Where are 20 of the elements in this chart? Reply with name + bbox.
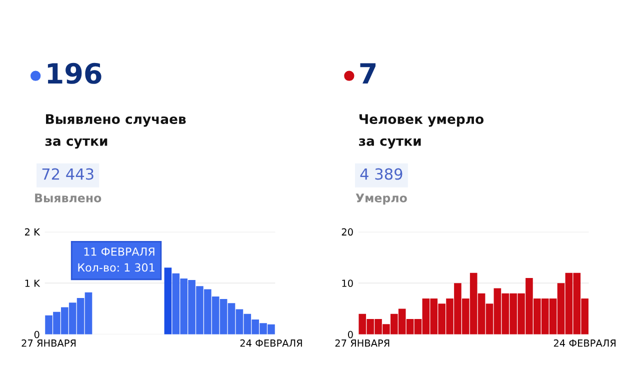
text: 72 443 [42,168,94,180]
bar [164,268,172,334]
chart-title: 7 [360,63,376,84]
y-tick-label: 1 K [25,280,40,287]
annotation: 11 ФЕВРАЛЯ Кол-во: 1 301 [78,248,154,272]
x-tick-label: 27 ЯНВАРЯ [22,339,76,347]
y-tick-label: 20 [342,228,353,236]
text: Умерло [356,194,407,205]
y-tick-label: 10 [342,280,353,287]
x-tick-label: 24 ФЕВРАЛЯ [554,339,616,347]
y-tick-label: 0 [348,330,353,338]
chart-subtitle: Выявлено случаев за сутки [45,114,186,149]
y-tick-label: 2 K [25,228,40,236]
y-tick-label: 0 [34,330,40,338]
text: Выявлено [35,194,102,202]
text: 4 389 [360,168,402,180]
x-tick-label: 27 ЯНВАРЯ [335,339,390,347]
x-tick-label: 24 ФЕВРАЛЯ [240,339,302,347]
chart-subtitle: Человек умерло за сутки [359,114,484,149]
chart-title: 196 [48,62,102,84]
